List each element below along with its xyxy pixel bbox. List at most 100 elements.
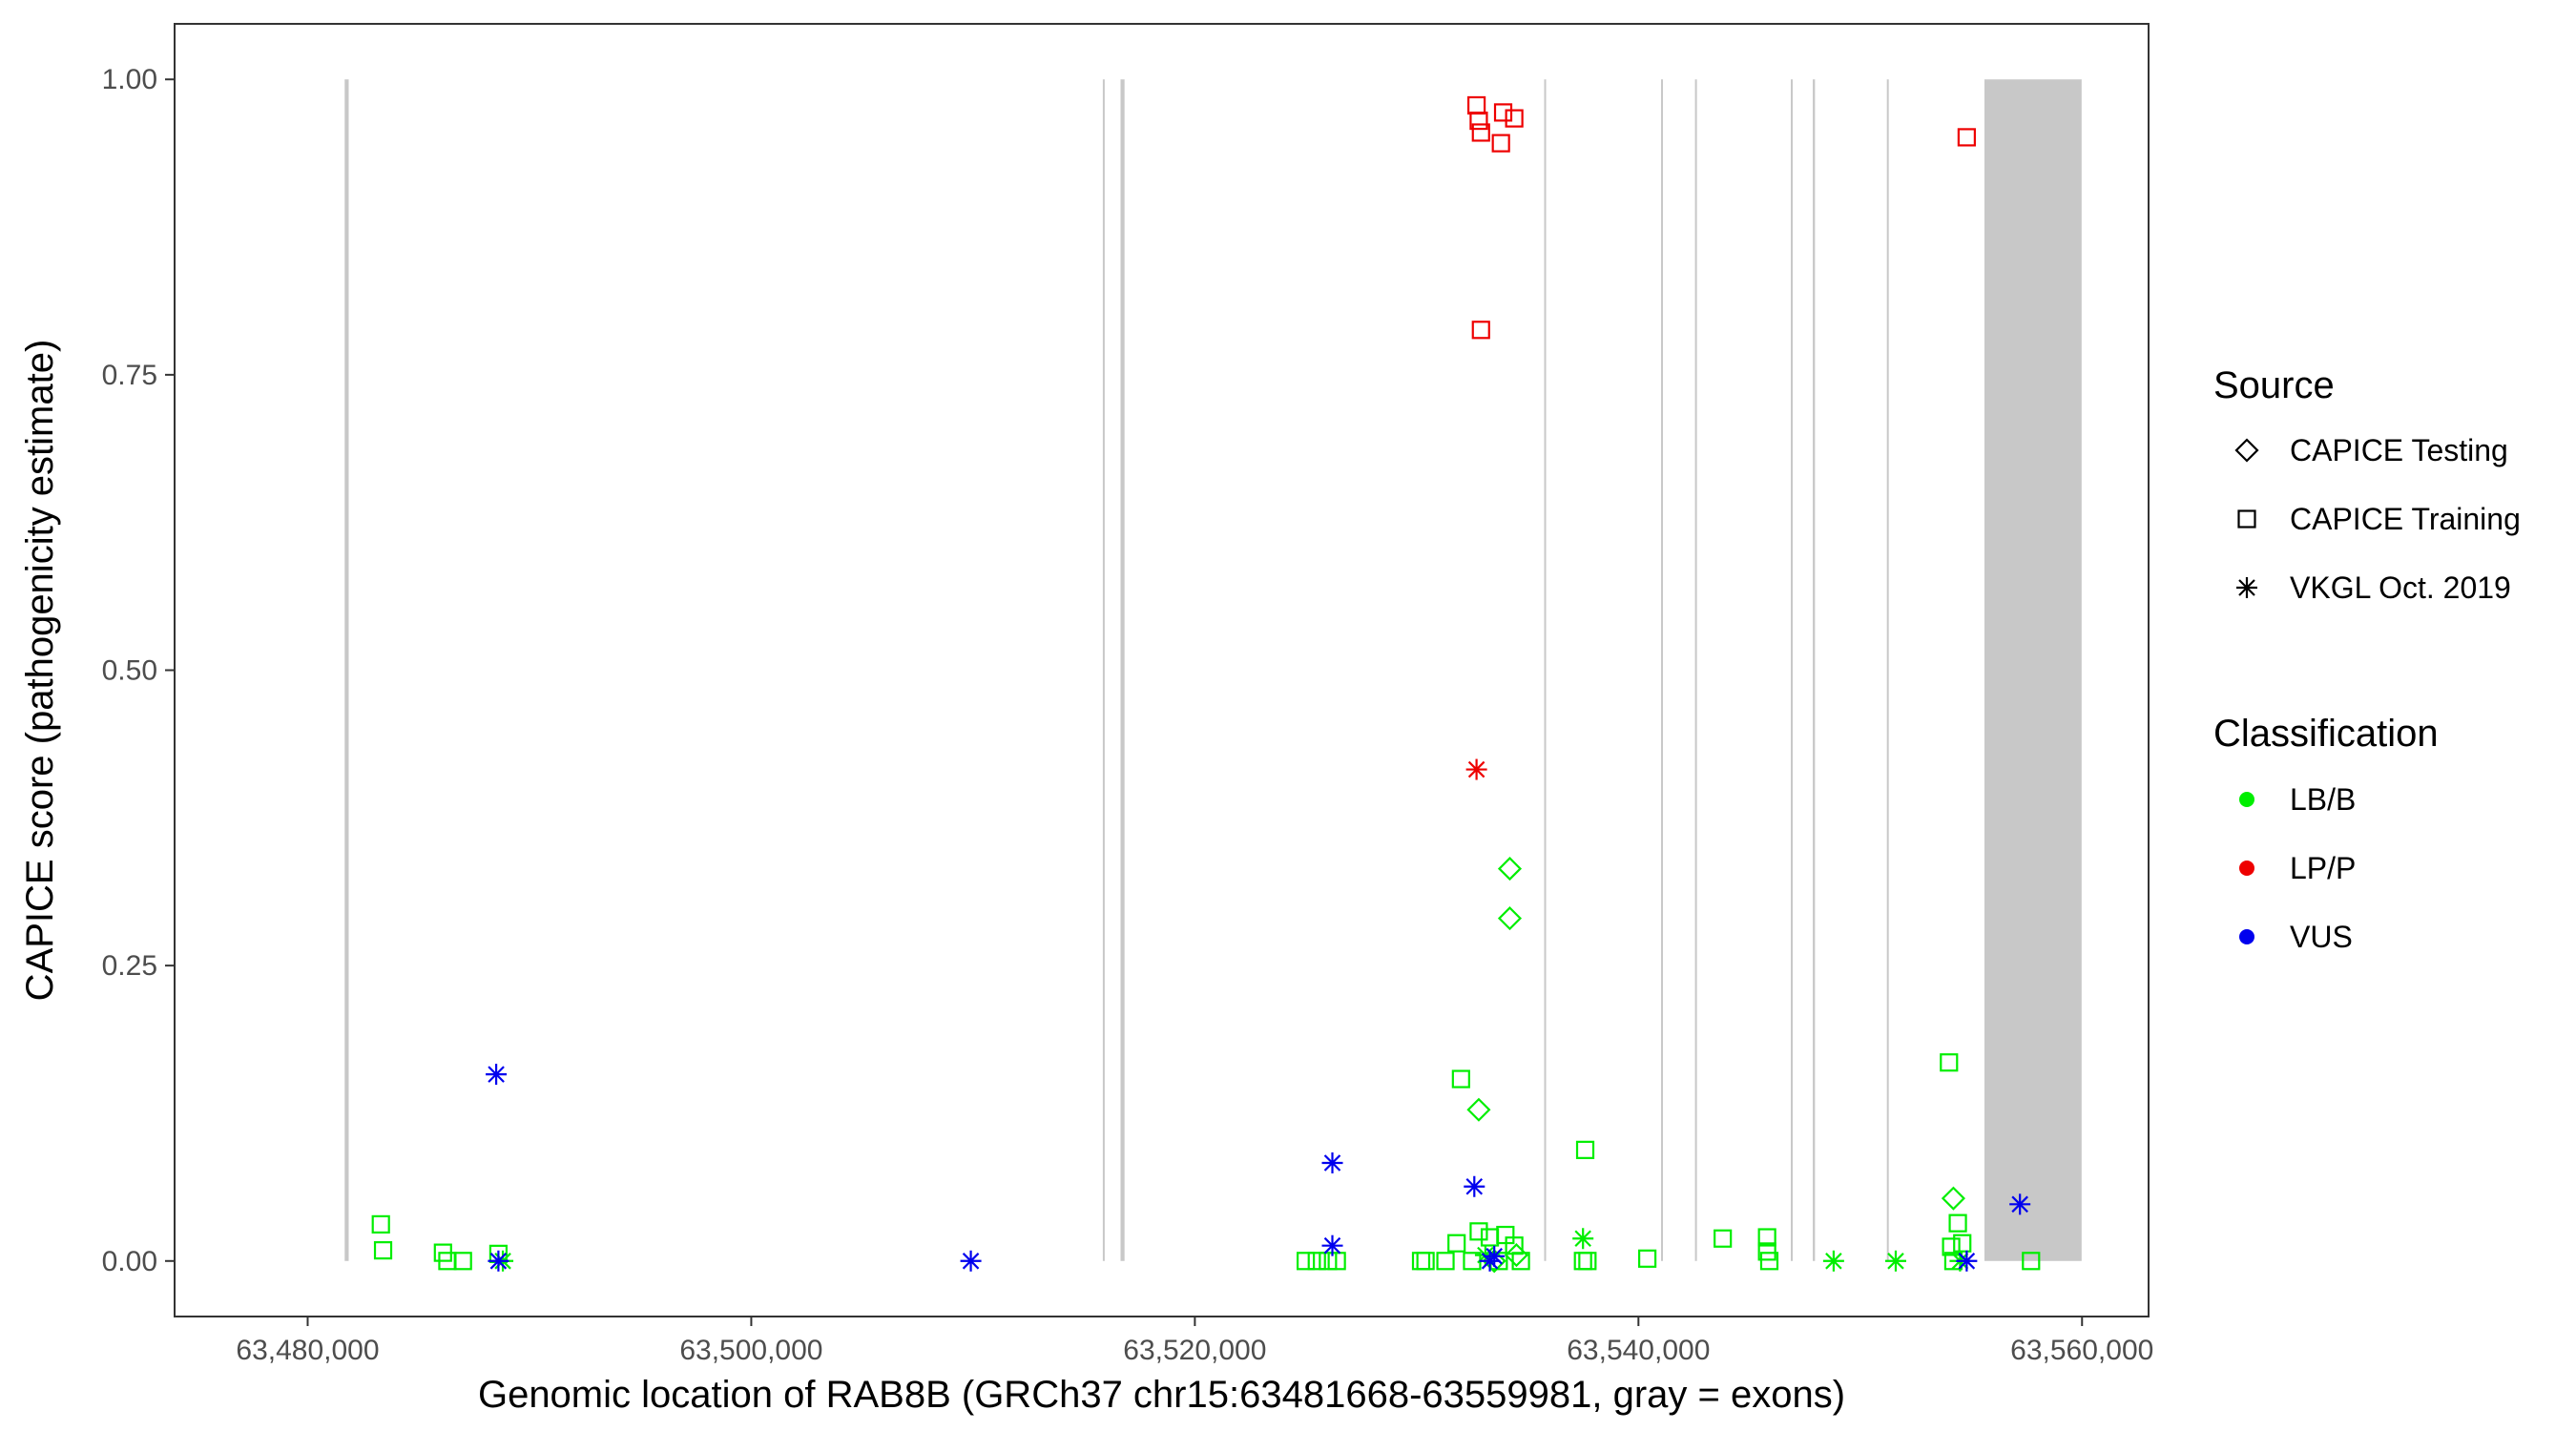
data-point xyxy=(1884,1250,1906,1272)
data-point xyxy=(1321,1234,1343,1256)
data-point xyxy=(1505,109,1524,128)
legend-source-title: Source xyxy=(2213,364,2335,406)
data-points xyxy=(371,95,2041,1274)
data-point xyxy=(2009,1193,2031,1215)
data-point xyxy=(453,1252,472,1271)
exon-band xyxy=(1886,79,1889,1261)
square-marker-shape xyxy=(1469,111,1488,131)
data-point xyxy=(371,1214,390,1234)
data-point xyxy=(1469,1222,1488,1241)
square-marker-shape xyxy=(373,1241,393,1260)
axes: 63,480,000 63,500,000 63,520,000 63,540,000… xyxy=(102,64,2154,1366)
data-point xyxy=(486,1064,508,1086)
data-point xyxy=(1466,1097,1491,1122)
data-point xyxy=(1504,1243,1529,1268)
data-point xyxy=(1416,1252,1435,1271)
data-point xyxy=(1497,857,1523,881)
data-point xyxy=(1956,1250,1978,1272)
diamond-marker-shape xyxy=(1497,906,1523,931)
data-point xyxy=(1471,123,1490,142)
data-point xyxy=(1572,1228,1594,1250)
asterisk-stroke xyxy=(1481,1253,1499,1270)
square-marker-shape xyxy=(1307,1252,1326,1271)
data-point xyxy=(960,1250,982,1272)
asterisk-stroke xyxy=(1887,1253,1904,1270)
diamond-marker-shape xyxy=(2234,438,2259,463)
legend-classification-label: LB/B xyxy=(2290,782,2356,817)
diamond-marker-shape xyxy=(1504,1243,1529,1268)
square-marker-shape xyxy=(1491,134,1510,153)
data-point xyxy=(1759,1252,1779,1271)
legend-classification-label: LP/P xyxy=(2290,851,2356,885)
square-marker-shape xyxy=(1757,1242,1776,1261)
data-point xyxy=(1575,1140,1595,1159)
x-tick-label: 63,520,000 xyxy=(1123,1335,1266,1366)
data-point xyxy=(2022,1252,2041,1271)
square-marker-shape xyxy=(1953,1234,1972,1253)
data-point xyxy=(1471,321,1490,340)
exon-band xyxy=(1120,79,1125,1261)
asterisk-stroke xyxy=(2238,579,2255,596)
data-point xyxy=(1464,1175,1485,1197)
data-point xyxy=(1511,1252,1530,1271)
legend-source-label: CAPICE Testing xyxy=(2290,433,2508,467)
data-point xyxy=(1465,758,1487,780)
diamond-marker-shape xyxy=(1941,1186,1965,1211)
data-point xyxy=(1297,1252,1316,1271)
x-axis-title: Genomic location of RAB8B (GRCh37 chr15:… xyxy=(478,1374,1845,1416)
legend-color-dot xyxy=(2239,929,2254,944)
asterisk-stroke xyxy=(1467,760,1485,778)
asterisk-stroke xyxy=(1958,1253,1976,1270)
square-marker-shape xyxy=(1297,1252,1316,1271)
asterisk-stroke xyxy=(488,1066,505,1083)
y-tick-label: 0.75 xyxy=(102,360,157,391)
data-point xyxy=(488,1250,509,1272)
data-point xyxy=(1757,1242,1776,1261)
exon-band xyxy=(1813,79,1816,1261)
data-point xyxy=(1942,1237,1961,1256)
square-marker-shape xyxy=(1469,1222,1488,1241)
asterisk-stroke xyxy=(1465,1177,1484,1195)
data-point xyxy=(1479,1250,1501,1272)
square-marker-shape xyxy=(1714,1229,1733,1248)
data-point xyxy=(1941,1186,1965,1211)
data-point xyxy=(1714,1229,1733,1248)
square-marker-shape xyxy=(1436,1252,1455,1271)
y-tick-label: 0.00 xyxy=(102,1246,157,1277)
exon-bands xyxy=(344,79,2082,1261)
x-tick-label: 63,560,000 xyxy=(2010,1335,2153,1366)
square-marker-shape xyxy=(1511,1252,1530,1271)
data-point xyxy=(1321,1151,1343,1173)
data-point xyxy=(1447,1234,1466,1253)
data-point xyxy=(373,1241,393,1260)
x-tick-label: 63,480,000 xyxy=(236,1335,379,1366)
asterisk-stroke xyxy=(1825,1253,1842,1270)
data-point xyxy=(1327,1252,1346,1271)
square-marker-shape xyxy=(1575,1140,1595,1159)
exon-band xyxy=(1661,79,1664,1261)
legend-symbol-diamond xyxy=(2234,438,2259,463)
square-marker-shape xyxy=(1505,109,1524,128)
y-tick-label: 1.00 xyxy=(102,64,157,95)
data-point xyxy=(1940,1053,1959,1072)
data-point xyxy=(1451,1069,1470,1089)
square-marker-shape xyxy=(1493,103,1513,122)
data-point xyxy=(1578,1252,1597,1271)
legend: Source Classification CAPICE Testing CAPI… xyxy=(2213,364,2521,954)
y-tick-label: 0.50 xyxy=(102,655,157,687)
data-point xyxy=(1957,128,1976,147)
square-marker-shape xyxy=(1957,128,1976,147)
asterisk-stroke xyxy=(962,1253,980,1270)
square-marker-shape xyxy=(1942,1237,1961,1256)
data-point xyxy=(1436,1252,1455,1271)
x-tick-label: 63,500,000 xyxy=(679,1335,822,1366)
exon-band xyxy=(1694,79,1697,1261)
legend-source-label: VKGL Oct. 2019 xyxy=(2290,570,2511,605)
legend-classification-title: Classification xyxy=(2213,713,2439,755)
exon-band xyxy=(344,79,349,1261)
data-point xyxy=(1493,103,1513,122)
asterisk-stroke xyxy=(1323,1236,1341,1255)
data-point xyxy=(1638,1249,1657,1268)
data-point xyxy=(1822,1250,1844,1272)
